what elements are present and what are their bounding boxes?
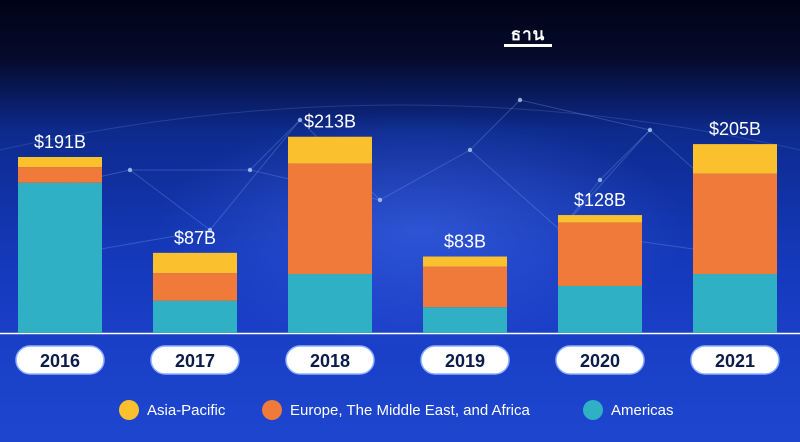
network-line <box>129 169 211 231</box>
bar-segment-emea-2020 <box>558 222 642 287</box>
logo-text: ธาน <box>510 25 546 45</box>
category-label-2016: 2016 <box>40 351 80 371</box>
bar-segment-emea-2016 <box>18 167 102 183</box>
bar-segment-americas-2019 <box>423 307 507 333</box>
network-node <box>597 177 603 183</box>
category-pill-2016 <box>15 345 105 375</box>
network-line <box>599 129 651 181</box>
bar-segment-emea-2021 <box>693 173 777 275</box>
category-label-2020: 2020 <box>580 351 620 371</box>
bar-total-label-2019: $83B <box>444 232 486 252</box>
bar-segment-emea-2019 <box>423 266 507 308</box>
category-label-2017: 2017 <box>175 351 215 371</box>
chart-legend: Asia-Pacific Europe, The Middle East, an… <box>0 396 800 426</box>
network-arc <box>0 104 800 151</box>
bar-segment-asia-pacific-2017 <box>153 252 237 274</box>
bar-total-label-2018: $213B <box>304 112 356 132</box>
legend-swatch-americas <box>583 400 603 420</box>
bar-total-label-2017: $87B <box>174 228 216 248</box>
bar-total-label-2016: $191B <box>34 132 86 152</box>
network-line <box>519 99 651 131</box>
legend-label-asia-pacific: Asia-Pacific <box>147 401 226 419</box>
legend-swatch-emea <box>262 400 282 420</box>
bar-segment-americas-2016 <box>18 182 102 333</box>
network-line <box>469 99 521 151</box>
category-label-2021: 2021 <box>715 351 755 371</box>
network-line <box>249 119 301 171</box>
bar-segment-americas-2017 <box>153 300 237 333</box>
network-node <box>297 117 303 123</box>
category-pill-2018 <box>285 345 375 375</box>
network-line <box>469 149 561 231</box>
bar-segment-asia-pacific-2016 <box>18 157 102 168</box>
logo: ธาน <box>503 27 553 47</box>
legend-item-asia-pacific: Asia-Pacific <box>119 400 225 420</box>
bar-segment-asia-pacific-2018 <box>288 136 372 164</box>
network-node <box>377 197 383 203</box>
bar-segment-americas-2020 <box>558 286 642 333</box>
network-node <box>127 167 133 173</box>
bar-segment-emea-2018 <box>288 163 372 275</box>
category-label-2018: 2018 <box>310 351 350 371</box>
network-node <box>467 147 473 153</box>
legend-item-americas: Americas <box>583 400 674 420</box>
network-line <box>94 229 211 251</box>
category-pill-2017 <box>150 345 240 375</box>
legend-item-emea: Europe, The Middle East, and Africa <box>262 400 530 420</box>
bar-segment-asia-pacific-2019 <box>423 256 507 267</box>
category-pill-2020 <box>555 345 645 375</box>
bar-segment-asia-pacific-2020 <box>558 215 642 223</box>
category-pill-2021 <box>690 345 780 375</box>
bar-segment-asia-pacific-2021 <box>693 144 777 174</box>
bar-segment-americas-2018 <box>288 274 372 333</box>
legend-label-americas: Americas <box>611 401 674 419</box>
bar-total-label-2020: $128B <box>574 190 626 210</box>
network-line <box>559 129 651 231</box>
bar-segment-americas-2021 <box>693 274 777 333</box>
network-node <box>517 97 523 103</box>
bar-segment-emea-2017 <box>153 273 237 301</box>
network-node <box>207 227 213 233</box>
bar-total-label-2021: $205B <box>709 119 761 139</box>
network-node <box>247 167 253 173</box>
category-label-2019: 2019 <box>445 351 485 371</box>
category-pill-2019 <box>420 345 510 375</box>
network-line <box>209 119 301 231</box>
legend-swatch-asia-pacific <box>119 400 139 420</box>
network-node <box>647 127 653 133</box>
network-line <box>379 149 471 201</box>
legend-label-emea: Europe, The Middle East, and Africa <box>290 401 530 419</box>
